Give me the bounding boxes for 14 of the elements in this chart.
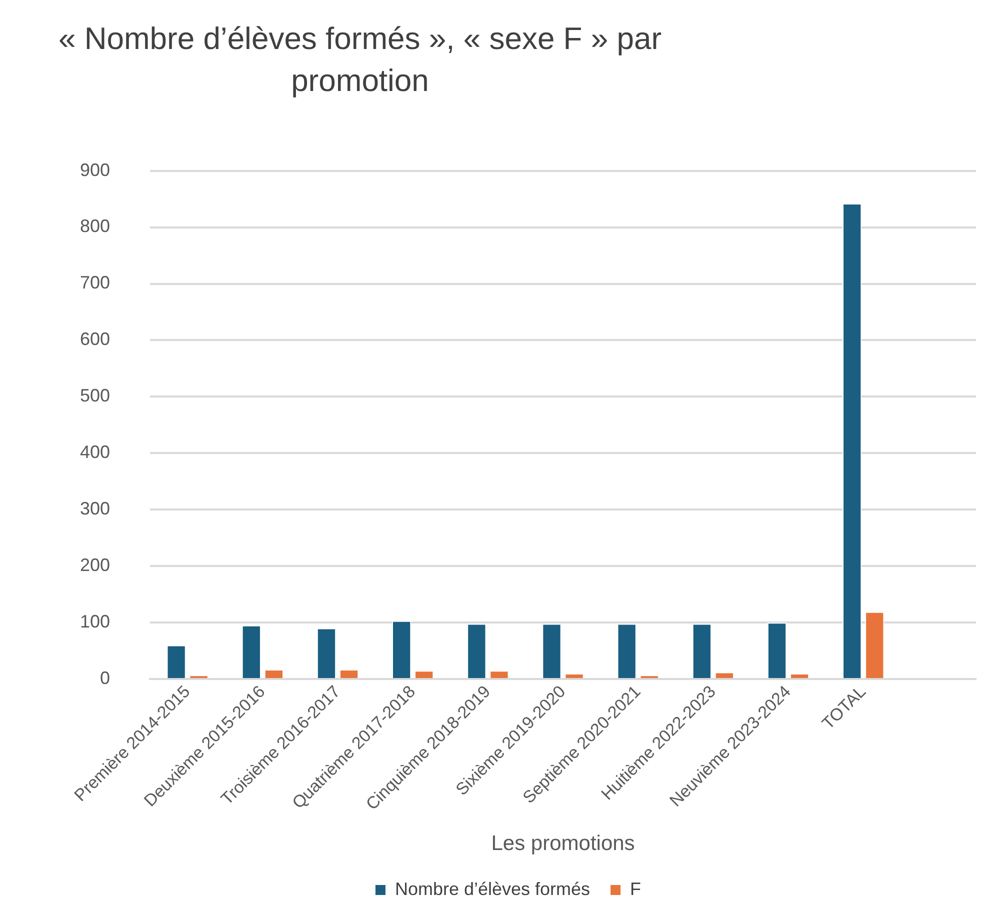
y-tick-label: 400 bbox=[80, 442, 110, 462]
y-tick-label: 600 bbox=[80, 329, 110, 350]
legend-label: Nombre d’élèves formés bbox=[394, 878, 590, 899]
x-axis-title: Les promotions bbox=[491, 832, 635, 856]
chart-title: « Nombre d’élèves formés », « sexe F » par promotion bbox=[57, 20, 663, 100]
y-tick-label: 300 bbox=[80, 498, 110, 519]
y-tick-label: 100 bbox=[80, 612, 110, 632]
legend-label: F bbox=[630, 878, 642, 899]
y-tick-label: 800 bbox=[80, 216, 110, 236]
y-tick-label: 200 bbox=[80, 555, 110, 576]
y-tick-label: 700 bbox=[80, 272, 110, 293]
y-tick-label: 900 bbox=[80, 160, 110, 180]
y-tick-label: 500 bbox=[80, 386, 110, 406]
y-tick-label: 0 bbox=[100, 668, 110, 688]
